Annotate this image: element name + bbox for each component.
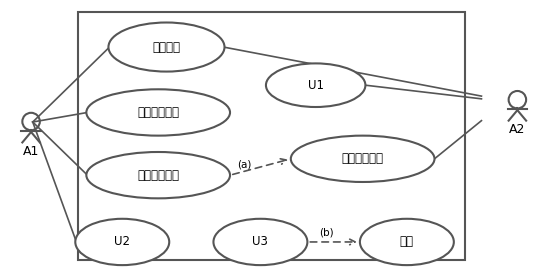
Ellipse shape xyxy=(360,219,454,265)
Ellipse shape xyxy=(213,219,307,265)
Text: 录入房产信息: 录入房产信息 xyxy=(137,169,179,182)
Text: A1: A1 xyxy=(23,145,39,158)
Text: 身份验证: 身份验证 xyxy=(152,41,181,53)
Ellipse shape xyxy=(266,63,366,107)
Text: 归档: 归档 xyxy=(400,235,414,249)
Text: U2: U2 xyxy=(114,235,130,249)
Text: U3: U3 xyxy=(253,235,268,249)
Text: A2: A2 xyxy=(509,123,526,136)
Text: 查询房产信息: 查询房产信息 xyxy=(137,106,179,119)
Text: 导出房产报表: 导出房产报表 xyxy=(342,152,384,165)
Ellipse shape xyxy=(109,22,224,72)
Text: (a): (a) xyxy=(237,159,251,169)
Ellipse shape xyxy=(75,219,169,265)
Bar xyxy=(78,12,465,260)
Ellipse shape xyxy=(291,136,434,182)
Text: U1: U1 xyxy=(307,79,324,92)
Text: (b): (b) xyxy=(320,228,334,238)
Ellipse shape xyxy=(86,89,230,136)
Ellipse shape xyxy=(86,152,230,198)
